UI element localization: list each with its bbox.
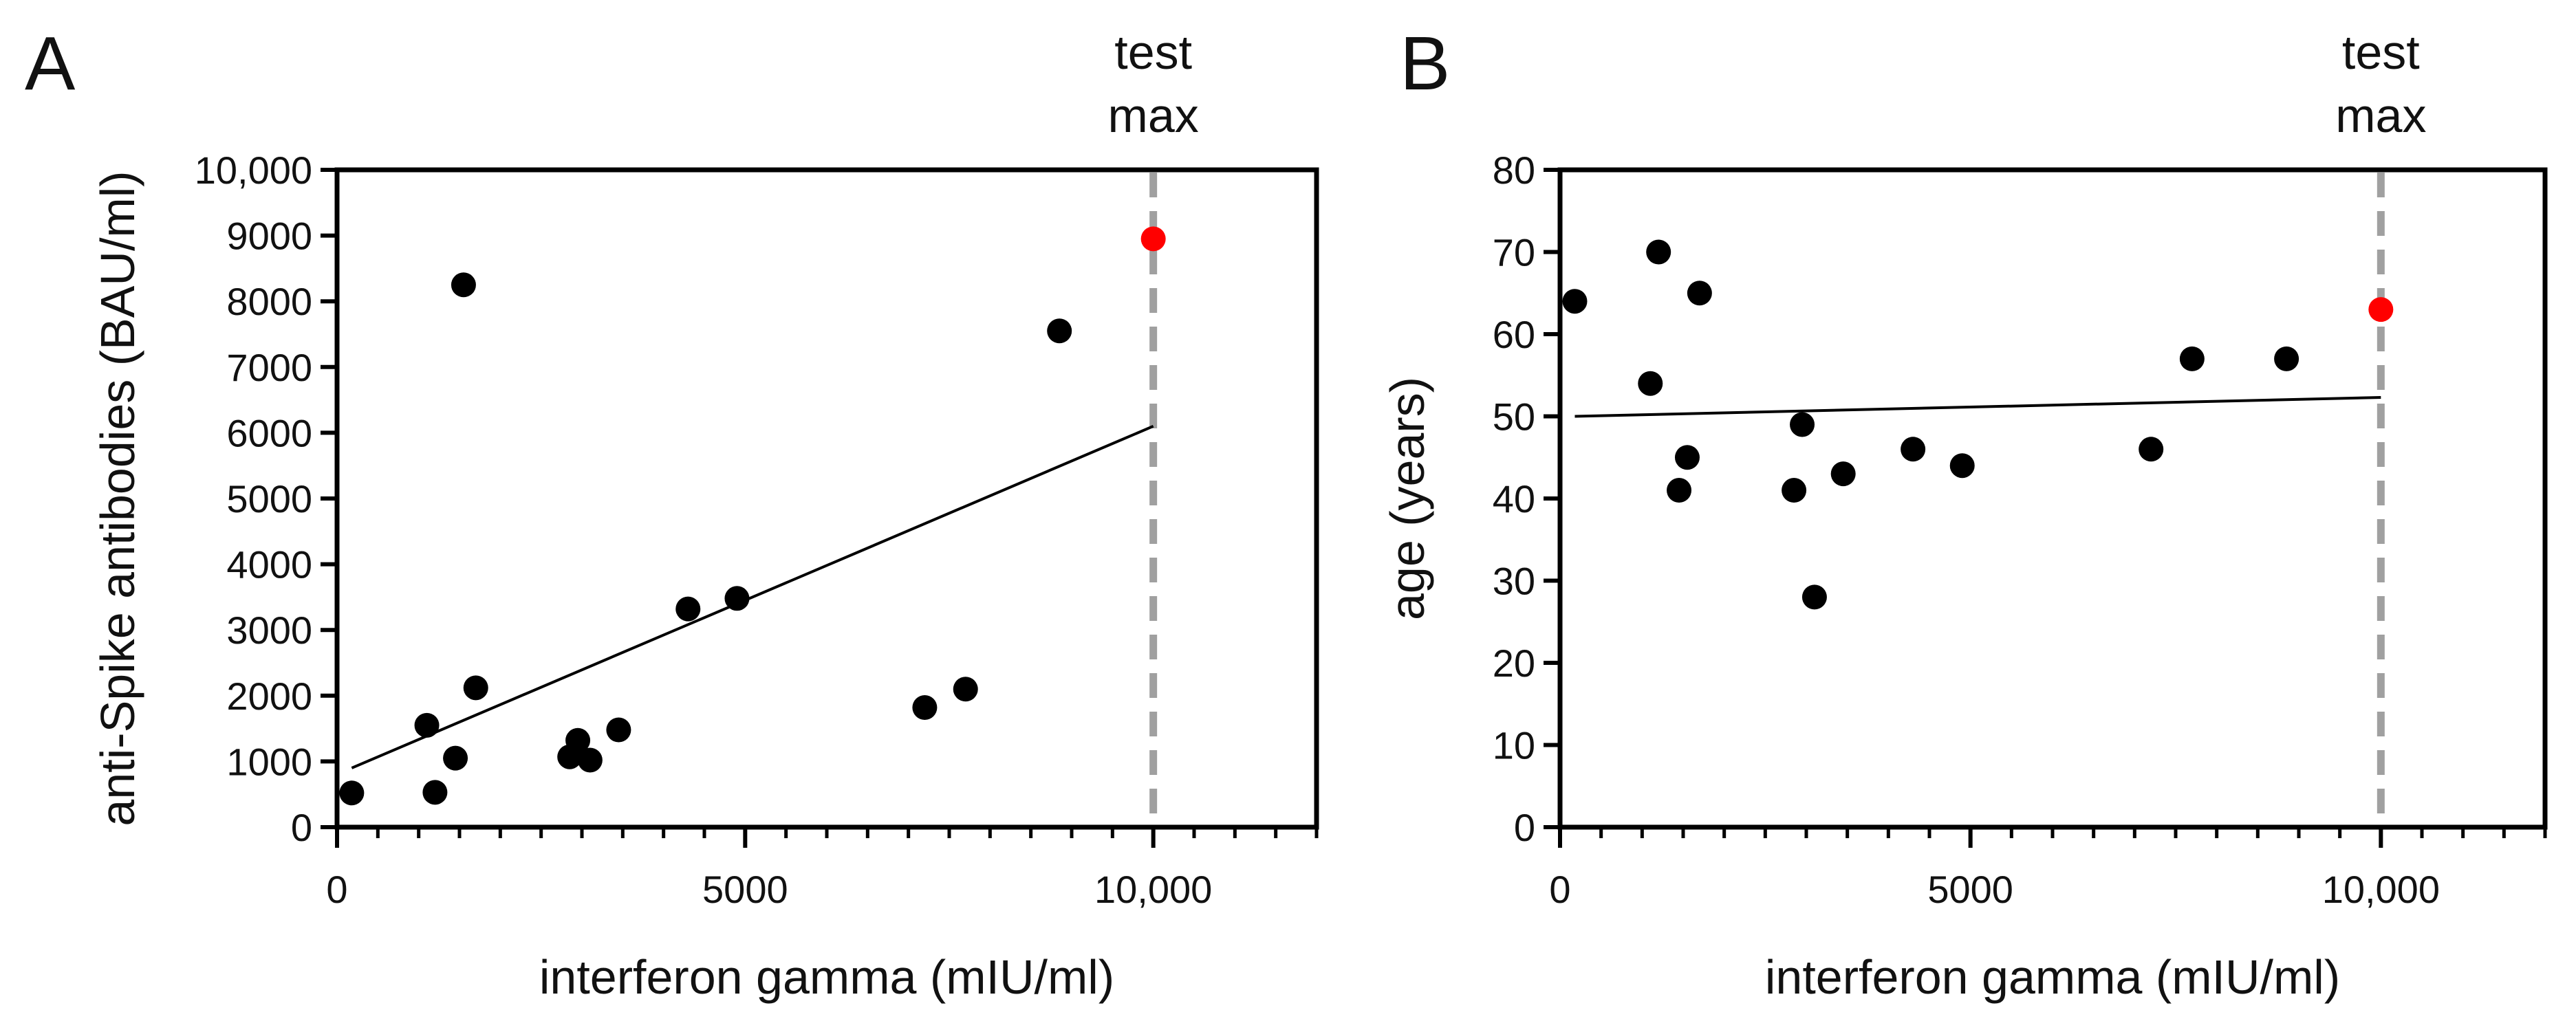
data-point: [1901, 437, 1926, 462]
y-tick-label: 70: [1493, 231, 1535, 274]
fit-line: [1574, 396, 2381, 418]
y-tick-label: 80: [1493, 149, 1535, 192]
y-tick-label: 0: [1514, 806, 1535, 849]
y-axis-title: age (years): [1381, 377, 1434, 620]
data-point: [565, 727, 591, 753]
highlight-point: [1140, 226, 1166, 252]
y-tick-label: 30: [1493, 560, 1535, 603]
data-point: [1790, 412, 1815, 437]
data-point: [953, 677, 978, 702]
data-point: [2274, 346, 2299, 371]
data-point: [606, 717, 631, 743]
data-point: [1782, 478, 1807, 503]
panel-a: A 0 1000 2000 3000 4000 5000 6000 7000 8000 9000 10…: [25, 21, 1319, 1004]
test-max-label-line2: max: [1108, 89, 1199, 142]
data-point: [339, 780, 365, 806]
data-point: [724, 586, 750, 611]
data-point: [675, 596, 701, 622]
data-point: [422, 780, 448, 805]
x-tick-label: 10,000: [1094, 868, 1212, 911]
y-tick-label: 4000: [226, 543, 312, 587]
y-tick-label: 6000: [226, 411, 312, 454]
data-point: [414, 712, 440, 738]
y-tick-label: 8000: [226, 280, 312, 323]
panel-label: A: [25, 21, 76, 106]
test-max-label-line1: test: [1114, 25, 1192, 79]
x-tick-label: 0: [326, 868, 347, 911]
highlight-point: [2368, 297, 2394, 322]
data-point: [1687, 281, 1712, 306]
x-tick-label: 5000: [702, 868, 788, 911]
y-tick-label: 0: [291, 806, 312, 849]
y-tick-label: 3000: [226, 609, 312, 652]
y-tick-label: 10,000: [195, 149, 312, 192]
data-point: [577, 747, 603, 773]
x-axis-title: interferon gamma (mIU/ml): [1765, 950, 2340, 1004]
data-point: [463, 675, 488, 701]
y-tick-label: 60: [1493, 313, 1535, 356]
y-tick-label: 9000: [226, 215, 312, 258]
data-point: [912, 695, 938, 721]
data-point: [443, 745, 468, 771]
y-tick-label: 20: [1493, 642, 1535, 685]
fit-line: [351, 425, 1154, 769]
test-max-label-line2: max: [2335, 89, 2426, 142]
x-tick-label: 0: [1549, 868, 1570, 911]
plot-frame: [334, 167, 1319, 830]
plot-frame: [1557, 167, 2548, 830]
panel-label: B: [1400, 21, 1450, 106]
data-point: [1638, 371, 1663, 396]
data-point: [1646, 239, 1671, 265]
y-tick-label: 2000: [226, 675, 312, 718]
y-tick-label: 7000: [226, 346, 312, 389]
x-axis-title: interferon gamma (mIU/ml): [539, 950, 1114, 1004]
panel-b: B 0 10 20 30 40 50 60 70 80 0 5000 10,000 interferon …: [1381, 21, 2548, 1004]
data-point: [1949, 453, 1975, 479]
data-point: [1667, 478, 1692, 503]
test-max-label-line1: test: [2342, 25, 2420, 79]
data-point: [1830, 461, 1856, 487]
y-tick-label: 5000: [226, 477, 312, 521]
y-tick-label: 40: [1493, 477, 1535, 521]
y-tick-label: 50: [1493, 395, 1535, 439]
y-tick-label: 1000: [226, 740, 312, 783]
x-tick-label: 5000: [1927, 868, 2013, 911]
data-point: [2179, 346, 2205, 371]
data-point: [451, 272, 476, 298]
x-tick-label: 10,000: [2322, 868, 2440, 911]
data-point: [1562, 289, 1588, 314]
data-point: [1801, 584, 1827, 610]
data-point: [1047, 318, 1072, 344]
data-point: [2139, 437, 2164, 462]
y-axis-title: anti-Spike antibodies (BAU/ml): [91, 171, 144, 826]
data-point: [1674, 445, 1700, 470]
y-tick-label: 10: [1493, 724, 1535, 767]
